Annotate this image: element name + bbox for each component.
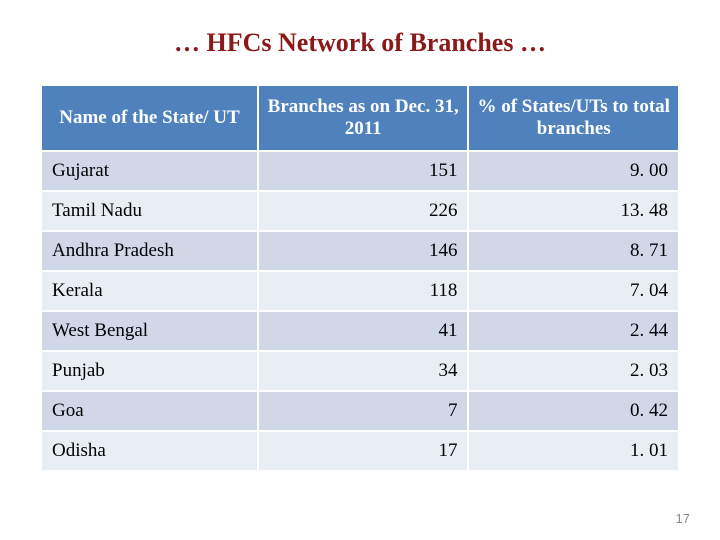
slide-container: … HFCs Network of Branches … Name of the… <box>0 0 720 540</box>
cell-pct: 7. 04 <box>468 271 679 311</box>
table-row: Kerala1187. 04 <box>41 271 679 311</box>
cell-state: Tamil Nadu <box>41 191 258 231</box>
cell-branches: 226 <box>258 191 469 231</box>
table-row: Punjab342. 03 <box>41 351 679 391</box>
branches-table: Name of the State/ UT Branches as on Dec… <box>40 84 680 472</box>
cell-branches: 34 <box>258 351 469 391</box>
cell-pct: 1. 01 <box>468 431 679 471</box>
table-row: Odisha171. 01 <box>41 431 679 471</box>
table-header-row: Name of the State/ UT Branches as on Dec… <box>41 85 679 151</box>
table-row: Andhra Pradesh1468. 71 <box>41 231 679 271</box>
cell-branches: 151 <box>258 151 469 191</box>
cell-state: West Bengal <box>41 311 258 351</box>
cell-pct: 8. 71 <box>468 231 679 271</box>
cell-state: Punjab <box>41 351 258 391</box>
cell-state: Odisha <box>41 431 258 471</box>
table-row: Gujarat1519. 00 <box>41 151 679 191</box>
cell-state: Gujarat <box>41 151 258 191</box>
cell-branches: 118 <box>258 271 469 311</box>
cell-pct: 2. 44 <box>468 311 679 351</box>
cell-branches: 17 <box>258 431 469 471</box>
cell-state: Andhra Pradesh <box>41 231 258 271</box>
cell-state: Kerala <box>41 271 258 311</box>
cell-state: Goa <box>41 391 258 431</box>
cell-pct: 13. 48 <box>468 191 679 231</box>
page-number: 17 <box>676 511 690 526</box>
col-header-state: Name of the State/ UT <box>41 85 258 151</box>
slide-title: … HFCs Network of Branches … <box>40 28 680 58</box>
cell-branches: 146 <box>258 231 469 271</box>
cell-branches: 41 <box>258 311 469 351</box>
col-header-branches: Branches as on Dec. 31, 2011 <box>258 85 469 151</box>
table-row: Goa70. 42 <box>41 391 679 431</box>
table-row: Tamil Nadu22613. 48 <box>41 191 679 231</box>
col-header-pct: % of States/UTs to total branches <box>468 85 679 151</box>
table-row: West Bengal412. 44 <box>41 311 679 351</box>
cell-pct: 2. 03 <box>468 351 679 391</box>
cell-branches: 7 <box>258 391 469 431</box>
cell-pct: 0. 42 <box>468 391 679 431</box>
table-body: Gujarat1519. 00Tamil Nadu22613. 48Andhra… <box>41 151 679 471</box>
cell-pct: 9. 00 <box>468 151 679 191</box>
